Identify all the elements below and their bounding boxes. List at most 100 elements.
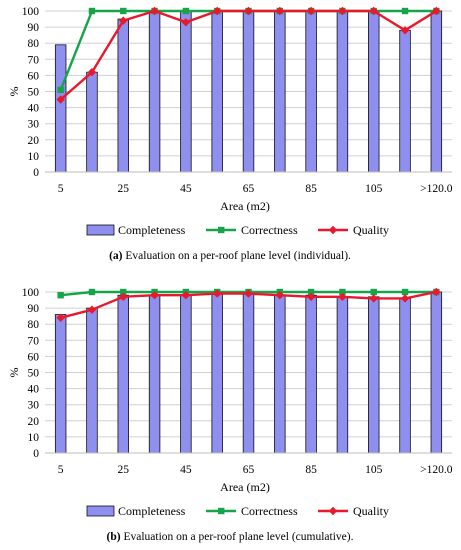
y-tick-label: 0 [33,167,39,179]
point-correctness [120,7,127,15]
y-tick-label: 60 [28,351,40,363]
y-tick-label: 30 [28,400,40,412]
x-axis-label: Area (m2) [220,199,270,213]
bar-completeness [368,296,380,454]
x-tick-label: 85 [305,183,317,195]
bar-completeness [117,294,129,454]
point-quality [119,16,128,25]
y-tick-label: 30 [28,119,40,131]
bar-completeness [368,10,380,173]
point-quality [87,305,97,314]
bar-completeness [305,294,317,454]
bar-completeness [242,10,255,173]
point-quality [369,294,378,303]
point-quality [275,6,285,16]
legend-label-quality: Quality [353,223,389,237]
point-correctness [88,288,96,296]
x-tick-label: 5 [58,183,64,195]
point-quality [432,6,441,16]
x-tick-label: >120.0 [420,464,453,476]
y-tick-label: 10 [28,432,40,444]
point-correctness [88,7,96,15]
chart-panel-b: 0 10 20 30 40 50 60 70 80 90 100% 5 25 45 65 85 105 >120.… [7,287,453,543]
point-correctness [370,288,377,296]
bar-completeness [117,18,129,173]
legend-marker-correctness [218,226,225,234]
y-tick-label: 50 [28,87,40,99]
x-axis-label: Area (m2) [220,480,270,494]
point-quality [212,6,222,16]
point-quality [244,289,253,298]
caption-label: (a) [109,250,123,262]
legend: Completeness Correctness Quality [86,504,389,518]
x-tick-label: >120.0 [420,183,453,195]
bar-completeness [274,10,286,173]
legend-marker-quality [328,225,338,235]
point-quality [306,292,316,302]
y-tick-label: 50 [28,368,40,380]
figure-caption: (a) Evaluation on a per-roof plane level… [109,250,351,262]
bar-completeness [430,10,443,173]
bar-completeness [54,44,67,173]
bar-completeness [211,293,223,454]
point-quality [338,6,347,16]
y-tick-label: 10 [28,151,40,163]
point-quality [119,292,128,302]
bar-completeness [86,71,98,173]
y-tick-label: 90 [28,303,40,315]
legend-label-completeness: Completeness [118,504,186,518]
y-tick-label: 100 [22,287,40,299]
point-quality [56,95,65,104]
legend-label-correctness: Correctness [241,223,298,237]
x-tick-label: 45 [180,183,192,195]
bar-completeness [336,10,349,173]
point-quality [181,291,191,300]
legend-marker-quality [328,506,338,516]
y-tick-label: 80 [28,38,40,50]
y-tick-label: 60 [28,70,40,82]
point-quality [56,313,65,322]
legend-marker-correctness [218,507,225,515]
bar-completeness [430,291,443,454]
point-correctness [57,292,64,299]
point-correctness [57,86,64,94]
legend-label-quality: Quality [353,504,389,518]
y-tick-label: 70 [28,54,40,66]
legend-swatch-completeness [86,224,115,236]
y-tick-label: 90 [28,22,40,34]
bar-completeness [399,298,411,454]
bar-completeness [242,293,255,454]
x-tick-label: 25 [118,464,130,476]
bar-completeness [211,10,223,173]
figure-caption: (b) Evaluation on a per-roof plane level… [107,531,354,543]
x-tick-label: 105 [365,464,383,476]
caption-label: (b) [107,531,121,543]
legend-label-completeness: Completeness [118,223,186,237]
bar-completeness [399,29,411,173]
x-tick-label: 105 [365,183,383,195]
legend-label-correctness: Correctness [241,504,298,518]
y-tick-label: 70 [28,335,40,347]
bar-completeness [86,307,98,454]
point-quality [369,6,378,16]
chart-panel-a: 0 10 20 30 40 50 60 70 80 90 100% 5 25 45 65 85 105 >120.… [7,6,453,262]
x-tick-label: 45 [180,464,192,476]
point-correctness [307,288,315,296]
bar-completeness [305,10,317,173]
y-tick-label: 20 [28,135,40,147]
y-tick-label: 100 [22,6,40,18]
point-correctness [339,288,346,296]
point-quality [150,6,159,16]
bar-completeness [54,314,67,454]
y-tick-label: 80 [28,319,40,331]
point-quality [212,289,222,298]
point-quality [400,294,410,303]
point-correctness [182,7,190,15]
bar-completeness [180,294,192,454]
point-quality [181,18,191,27]
x-tick-label: 65 [243,183,255,195]
bar-completeness [180,10,192,173]
x-tick-label: 85 [305,464,317,476]
point-quality [244,6,253,16]
